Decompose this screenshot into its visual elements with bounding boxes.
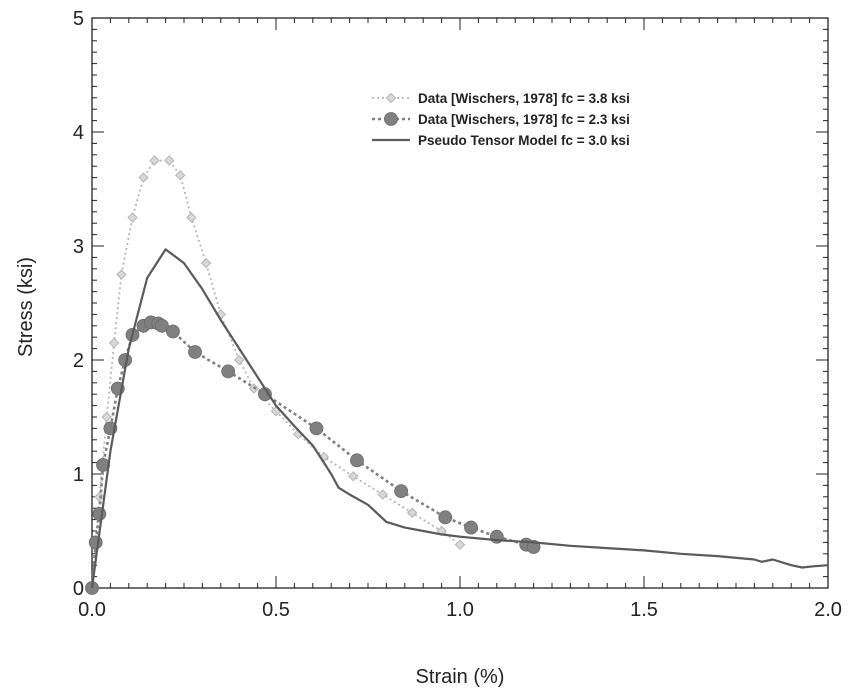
series-1-point: [101, 411, 112, 423]
series-2-line: [90, 321, 534, 589]
series-1-point: [116, 269, 127, 280]
series-2-point: [88, 535, 103, 550]
y-tick-label: 5: [73, 8, 84, 30]
series-1-point: [149, 155, 160, 166]
series-1-point: [108, 337, 120, 349]
series-2-point: [188, 345, 202, 359]
legend: Data [Wischers, 1978] fc = 3.8 ksi Data […: [372, 91, 630, 148]
series-2-point: [309, 421, 324, 436]
series-3-line: [90, 248, 829, 589]
series-1-line: [91, 159, 461, 589]
y-tick-label: 0: [73, 578, 84, 600]
series-1-point: [127, 212, 138, 223]
series-3: [90, 248, 829, 589]
y-tick-label: 4: [73, 122, 84, 144]
series-2-point: [92, 507, 107, 521]
x-tick-label: 2.0: [814, 599, 842, 621]
legend-label-2: Data [Wischers, 1978] fc = 2.3 ksi: [418, 112, 630, 127]
series-2-point: [166, 324, 180, 339]
series-2-point: [155, 318, 169, 333]
series-2-point: [221, 364, 236, 379]
x-tick-label: 1.5: [630, 599, 658, 621]
y-tick-label: 2: [73, 350, 84, 372]
series-layer: [85, 155, 829, 595]
series-1-point: [200, 257, 212, 269]
y-tick-label: 3: [73, 236, 84, 258]
series-1-point: [175, 170, 186, 181]
series-1-point: [186, 212, 197, 223]
series-2-point: [464, 520, 478, 535]
x-axis-label: Strain (%): [416, 666, 505, 687]
x-tick-label: 0.5: [262, 599, 290, 621]
x-tick-label: 1.0: [446, 599, 474, 621]
x-tick-label: 0.0: [78, 599, 106, 621]
series-1: [86, 155, 466, 594]
y-tick-label: 1: [73, 464, 84, 486]
series-1-point: [348, 471, 359, 482]
series-1-point: [164, 155, 175, 166]
series-2-point: [394, 484, 409, 499]
y-axis-label: Stress (ksi): [15, 257, 37, 357]
plot-area: 0.0 0.5 1.0 1.5 2.0 0 1 2 3 4 5: [73, 8, 842, 621]
series-2: [85, 315, 541, 595]
legend-marker-2: [384, 112, 398, 126]
legend-marker-1: [385, 92, 397, 104]
legend-label-3: Pseudo Tensor Model fc = 3.0 ksi: [418, 133, 630, 148]
series-2-point: [438, 510, 453, 525]
series-1-point: [406, 507, 418, 518]
series-1-point: [377, 489, 388, 500]
series-1-point: [454, 539, 466, 550]
series-1-point: [233, 354, 245, 366]
series-1-point: [138, 172, 149, 183]
legend-label-1: Data [Wischers, 1978] fc = 3.8 ksi: [418, 91, 630, 106]
series-2-point: [350, 453, 364, 468]
